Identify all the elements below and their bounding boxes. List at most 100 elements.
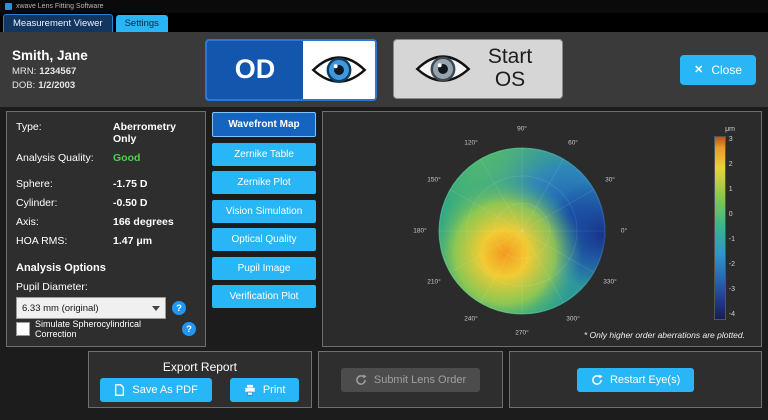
submit-order-section: Submit Lens Order — [317, 351, 504, 408]
pupil-diameter-value: 6.33 mm (original) — [22, 302, 99, 314]
axis-value: 166 degrees — [113, 216, 174, 228]
export-report-section: Export Report Save As PDF Print — [88, 351, 312, 408]
angle-label-90: 90° — [517, 125, 527, 133]
cylinder-label: Cylinder: — [16, 197, 58, 209]
quality-value: Good — [113, 152, 141, 164]
angle-label-30: 30° — [605, 176, 615, 184]
window-title: xwave Lens Fitting Software — [16, 3, 104, 10]
od-eye-button[interactable]: OD — [205, 38, 377, 101]
view-wavefront-map[interactable]: Wavefront Map — [212, 112, 316, 137]
colorbar-tick: 0 — [728, 211, 733, 218]
dob-value: 1/2/2003 — [38, 80, 76, 91]
print-button[interactable]: Print — [229, 378, 300, 402]
view-optical-quality[interactable]: Optical Quality — [212, 228, 316, 251]
colorbar-gradient — [713, 136, 726, 320]
submit-lens-order-label: Submit Lens Order — [373, 373, 467, 386]
colorbar-tick: -1 — [728, 236, 735, 243]
hoa-rms-label: HOA RMS: — [16, 235, 68, 247]
map-footnote: * Only higher order aberrations are plot… — [583, 330, 745, 340]
sphere-value: -1.75 D — [113, 178, 148, 190]
axis-label: Axis: — [16, 216, 39, 228]
close-button[interactable]: ✕ Close — [680, 54, 756, 85]
tab-measurement-viewer[interactable]: Measurement Viewer — [3, 14, 113, 32]
tab-settings[interactable]: Settings — [115, 15, 168, 32]
hoa-rms-value: 1.47 μm — [113, 235, 153, 247]
simulate-help-icon[interactable]: ? — [182, 322, 196, 336]
od-eye-icon — [311, 55, 367, 83]
type-label: Type: — [16, 121, 42, 133]
angle-label-330: 330° — [603, 278, 617, 286]
cylinder-value: -0.50 D — [113, 197, 148, 209]
restart-eyes-label: Restart Eye(s) — [609, 373, 681, 386]
restart-icon — [591, 374, 603, 386]
restart-section: Restart Eye(s) — [509, 351, 762, 408]
od-label: OD — [207, 40, 303, 99]
angle-label-180: 180° — [413, 227, 427, 235]
angle-label-240: 240° — [464, 315, 478, 323]
colorbar-tick: -3 — [728, 286, 735, 293]
pupil-help-icon[interactable]: ? — [172, 301, 186, 315]
colorbar-unit: μm — [725, 126, 735, 133]
os-eye-icon — [415, 54, 471, 82]
view-zernike-plot[interactable]: Zernike Plot — [212, 171, 316, 194]
close-label: Close — [711, 62, 742, 77]
chevron-down-icon — [152, 305, 160, 311]
angle-label-120: 120° — [464, 139, 478, 147]
view-button-column: Wavefront Map Zernike Table Zernike Plot… — [212, 111, 316, 347]
sync-icon — [355, 374, 367, 386]
analysis-options-heading: Analysis Options — [16, 262, 106, 274]
eye-selector: OD Start OS — [205, 38, 563, 101]
save-as-pdf-button[interactable]: Save As PDF — [100, 378, 212, 402]
mrn-value: 1234567 — [39, 66, 77, 77]
wavefront-polar-plot: 0° 30° 60° 90° 120° 150° 180° 210° 240° … — [409, 118, 635, 344]
close-icon: ✕ — [694, 64, 704, 76]
quality-label: Analysis Quality: — [16, 152, 94, 164]
angle-label-300: 300° — [566, 315, 580, 323]
colorbar: μm 3 2 1 0 -1 -2 -3 -4 — [713, 126, 735, 320]
pupil-diameter-label: Pupil Diameter: — [16, 281, 88, 293]
patient-info: Smith, Jane MRN: 1234567 DOB: 1/2/2003 — [12, 48, 88, 91]
wavefront-heatmap — [438, 147, 606, 315]
submit-lens-order-button[interactable]: Submit Lens Order — [340, 367, 481, 392]
colorbar-ticks: 3 2 1 0 -1 -2 -3 -4 — [729, 136, 735, 318]
angle-label-210: 210° — [427, 278, 441, 286]
mrn-label: MRN: — [12, 66, 37, 77]
colorbar-tick: -4 — [728, 311, 735, 318]
wavefront-map-panel: 0° 30° 60° 90° 120° 150° 180° 210° 240° … — [322, 111, 762, 347]
tab-bar: Measurement Viewer Settings — [0, 13, 768, 32]
colorbar-tick: 2 — [728, 161, 733, 168]
simulate-correction-label: Simulate Spherocylindrical Correction — [35, 319, 142, 339]
start-os-label: Start OS — [487, 45, 533, 91]
sphere-label: Sphere: — [16, 178, 53, 190]
angle-label-0: 0° — [620, 227, 628, 235]
export-report-heading: Export Report — [162, 360, 237, 374]
angle-label-270: 270° — [515, 329, 529, 337]
view-zernike-table[interactable]: Zernike Table — [212, 142, 316, 166]
patient-header: Smith, Jane MRN: 1234567 DOB: 1/2/2003 OD — [0, 32, 768, 107]
window-titlebar: xwave Lens Fitting Software — [0, 0, 768, 13]
start-os-button[interactable]: Start OS — [393, 38, 563, 99]
restart-eyes-button[interactable]: Restart Eye(s) — [576, 367, 695, 392]
printer-icon — [244, 384, 256, 396]
colorbar-tick: 1 — [728, 186, 733, 193]
app-icon — [5, 3, 12, 10]
angle-label-150: 150° — [427, 176, 441, 184]
pupil-diameter-select[interactable]: 6.33 mm (original) — [16, 297, 166, 319]
measurement-info-panel: Type: Aberrometry Only Analysis Quality: G… — [6, 111, 206, 347]
print-label: Print — [262, 384, 286, 396]
view-vision-simulation[interactable]: Vision Simulation — [212, 199, 316, 223]
save-as-pdf-label: Save As PDF — [132, 384, 198, 396]
main-content: Type: Aberrometry Only Analysis Quality: G… — [0, 107, 768, 351]
document-icon — [114, 384, 125, 396]
view-pupil-image[interactable]: Pupil Image — [212, 256, 316, 280]
view-verification-plot[interactable]: Verification Plot — [212, 285, 316, 308]
colorbar-tick: 3 — [728, 136, 733, 143]
type-value: Aberrometry Only — [113, 121, 177, 145]
colorbar-tick: -2 — [728, 261, 735, 268]
simulate-correction-checkbox[interactable] — [16, 322, 30, 336]
dob-label: DOB: — [12, 80, 36, 91]
angle-label-60: 60° — [568, 139, 578, 147]
footer-bar: Export Report Save As PDF Print — [0, 351, 768, 414]
patient-name: Smith, Jane — [12, 48, 88, 63]
